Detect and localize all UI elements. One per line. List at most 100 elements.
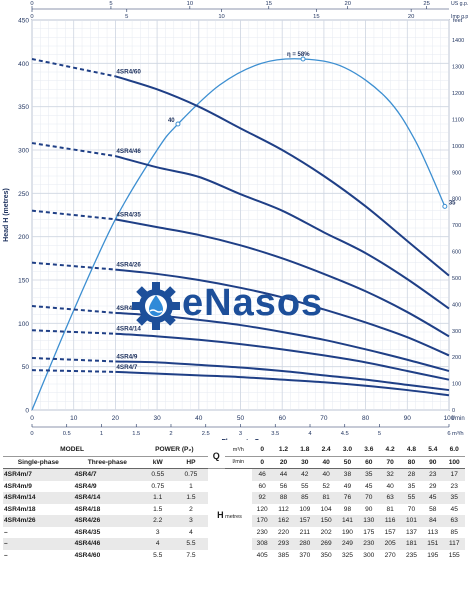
pump-curve-dashed	[31, 329, 116, 335]
power-kw: 1.5	[153, 505, 163, 513]
q-lmin-cell: 90	[422, 456, 444, 469]
q-lmin-cell: 30	[294, 456, 316, 469]
head-value: 98	[343, 505, 352, 513]
q-m3h-cell: 5.4	[422, 444, 444, 457]
table-row: 4SR4m/18 4SR4/18 1.5 2 120 112 109 104 98 90 81 70 5…	[3, 504, 465, 516]
head-value: 81	[386, 505, 394, 513]
head-value: 120	[256, 505, 268, 513]
pump-curve-dashed	[31, 209, 116, 221]
y-tick-label: 150	[18, 278, 29, 285]
x-tick-label: 60	[279, 415, 287, 422]
pump-curve-label: 4SR4/9	[116, 353, 138, 360]
hp-header: HP	[174, 456, 208, 469]
m3h-tick-label: 3	[239, 431, 242, 437]
pump-curve-label: 4SR4/26	[116, 262, 141, 269]
q-m3h-cell: 4.8	[400, 444, 423, 457]
q-m3h-cell: 0	[251, 444, 273, 457]
feet-tick-label: 1200	[452, 91, 464, 97]
x-tick-label: 10	[70, 415, 78, 422]
head-value: 116	[379, 515, 401, 527]
head-value: 85	[294, 492, 316, 504]
table-row: – 4SR4/35 3 4 230 220 211 202 190 175 157 137 113 85	[3, 527, 465, 539]
q-symbol: Q	[207, 444, 226, 469]
feet-tick-label: 1000	[452, 144, 464, 150]
head-value: 40	[386, 482, 394, 490]
head-value: 45	[365, 482, 373, 490]
efficiency-point	[175, 121, 181, 127]
head-value: 104	[320, 505, 332, 513]
pump-curve-dashed	[31, 261, 116, 271]
h-label: H metres	[207, 468, 252, 561]
model-header: MODEL	[3, 444, 142, 457]
head-value: 181	[400, 538, 423, 550]
power-hp: 1	[189, 482, 193, 490]
y-tick-label: 200	[18, 234, 29, 241]
performance-table: MODEL POWER (P₂) Q m³/h 0 1.2 1.8 2.4 3.…	[3, 444, 465, 561]
m3h-tick-label: 4	[308, 431, 312, 437]
efficiency-label: 35	[449, 200, 456, 206]
q-lmin-cell: 0	[251, 456, 273, 469]
three-phase-model: 4SR4/60	[74, 551, 101, 559]
pump-curve	[115, 268, 450, 357]
usgpm-tick-label: 20	[344, 1, 350, 7]
usgpm-tick-label: 10	[187, 1, 193, 7]
q-m3h-cell: 6.0	[443, 444, 465, 457]
impgpm-tick-label: 10	[218, 14, 224, 20]
three-phase-header: Three-phase	[73, 456, 142, 469]
head-value: 40	[315, 468, 337, 481]
head-value: 405	[256, 551, 268, 559]
head-value: 130	[358, 515, 380, 527]
x-tick-label: 30	[153, 415, 161, 422]
q-lmin-cell: 80	[400, 456, 423, 469]
head-value: 249	[336, 538, 359, 550]
head-value: 92	[251, 492, 273, 504]
head-value: 235	[405, 551, 417, 559]
pump-curve-label: 4SR4/14	[116, 326, 141, 333]
feet-tick-label: 400	[452, 302, 461, 308]
q-unit-m3h: m³/h	[225, 444, 252, 457]
head-value: 230	[256, 528, 268, 536]
pump-curve-label: 4SR4/7	[116, 364, 138, 371]
head-value: 280	[294, 538, 316, 550]
head-value: 150	[315, 515, 337, 527]
table-row: 4SR4m/14 4SR4/14 1.1 1.5 92 88 85 81 76 70 63 55 45 3…	[3, 492, 465, 504]
three-phase-model: 4SR4/14	[73, 492, 142, 504]
head-value: 56	[279, 482, 288, 490]
head-value: 60	[258, 482, 266, 490]
power-hp: 5.5	[174, 538, 208, 550]
head-value: 211	[299, 528, 311, 536]
head-value: 205	[379, 538, 401, 550]
head-value: 38	[336, 468, 359, 481]
head-value: 45	[450, 505, 458, 513]
head-value: 52	[322, 482, 330, 490]
single-phase-model: 4SR4m/26	[3, 515, 74, 527]
y-tick-label: 400	[18, 61, 29, 68]
three-phase-model: 4SR4/7	[73, 468, 142, 481]
power-kw: 3	[155, 528, 160, 536]
head-value: 70	[358, 492, 380, 504]
head-value: 55	[400, 492, 423, 504]
head-value: 220	[277, 528, 289, 536]
head-value: 117	[443, 538, 465, 550]
feet-tick-label: 700	[452, 223, 461, 229]
power-kw: 1.1	[141, 492, 175, 504]
single-phase-model: –	[4, 551, 8, 559]
y-axis-title: Head H (metres)	[3, 188, 10, 242]
head-value: 58	[429, 505, 437, 513]
head-value: 88	[272, 492, 295, 504]
m3h-unit-label: m³/h	[452, 431, 464, 437]
y-tick-label: 100	[18, 321, 29, 328]
feet-unit-label: feet	[453, 18, 463, 24]
power-kw: 0.75	[151, 482, 165, 490]
q-lmin-cell: 60	[358, 456, 380, 469]
impgpm-tick-label: 15	[313, 14, 319, 20]
head-value: 29	[429, 482, 437, 490]
h-symbol: H	[217, 510, 224, 520]
feet-tick-label: 300	[452, 329, 461, 335]
q-lmin-cell: 70	[379, 456, 401, 469]
h-unit: metres	[223, 514, 242, 520]
head-value: 28	[400, 468, 423, 481]
head-value: 35	[407, 482, 416, 490]
impgpm-unit-label: Imp g.p.m.	[451, 14, 468, 20]
